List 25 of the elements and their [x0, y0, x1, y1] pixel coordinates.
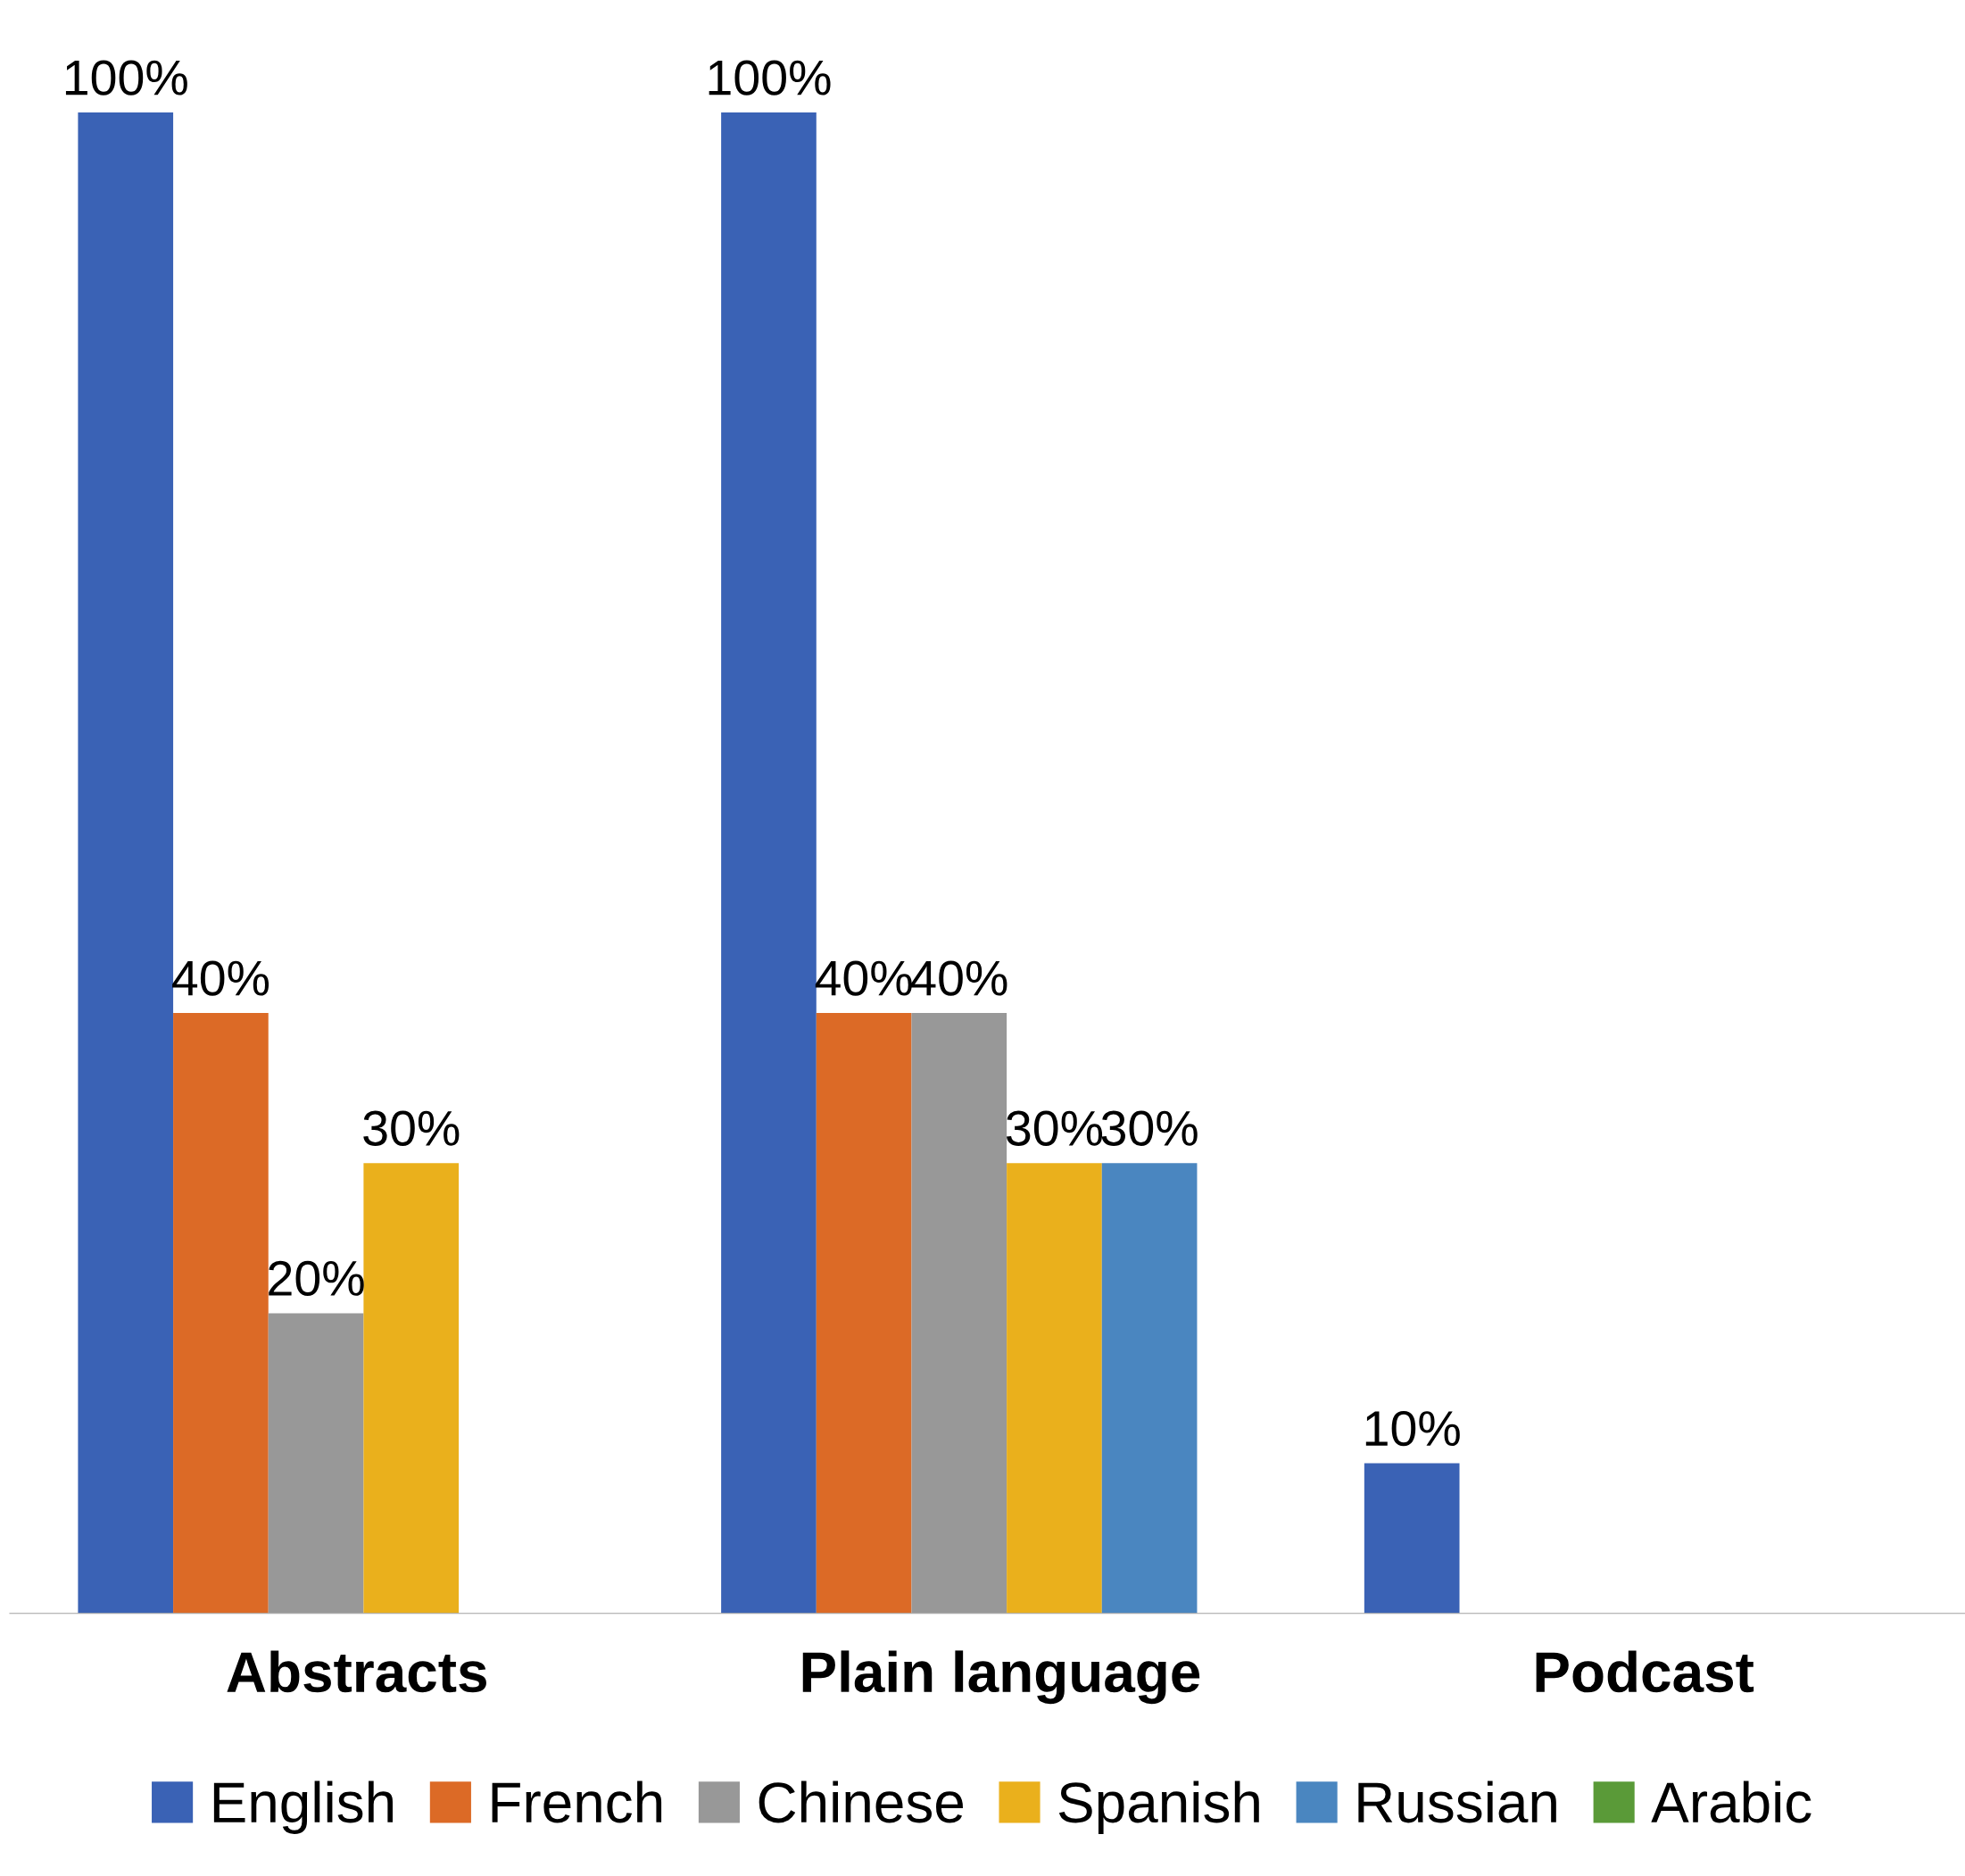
- bar: [816, 1013, 912, 1614]
- bar: [1007, 1163, 1102, 1614]
- bar: [78, 112, 174, 1614]
- data-label: 100%: [709, 60, 831, 95]
- legend-label: English: [213, 1781, 394, 1835]
- legend-label: Spanish: [1058, 1781, 1259, 1835]
- bar: [721, 112, 817, 1614]
- bar: [173, 1013, 269, 1614]
- x-tick-label: Podcast: [1536, 1650, 1754, 1693]
- data-label: 40%: [910, 960, 1007, 996]
- data-label: 30%: [363, 1110, 460, 1146]
- data-label: 30%: [1006, 1110, 1103, 1146]
- bar: [363, 1163, 460, 1614]
- legend-label: Arabic: [1651, 1781, 1812, 1823]
- x-tick-label: Plain language: [802, 1650, 1200, 1705]
- data-label: 20%: [269, 1260, 364, 1297]
- bar: [1101, 1163, 1198, 1614]
- legend-label: Chinese: [759, 1781, 963, 1823]
- data-label: 100%: [65, 60, 187, 95]
- x-tick-label: Abstracts: [227, 1650, 486, 1693]
- legend-label: Russian: [1358, 1781, 1556, 1823]
- data-label: 30%: [1101, 1110, 1198, 1146]
- data-label: 10%: [1365, 1410, 1460, 1447]
- legend-label: French: [492, 1781, 662, 1823]
- bar: [1364, 1463, 1460, 1614]
